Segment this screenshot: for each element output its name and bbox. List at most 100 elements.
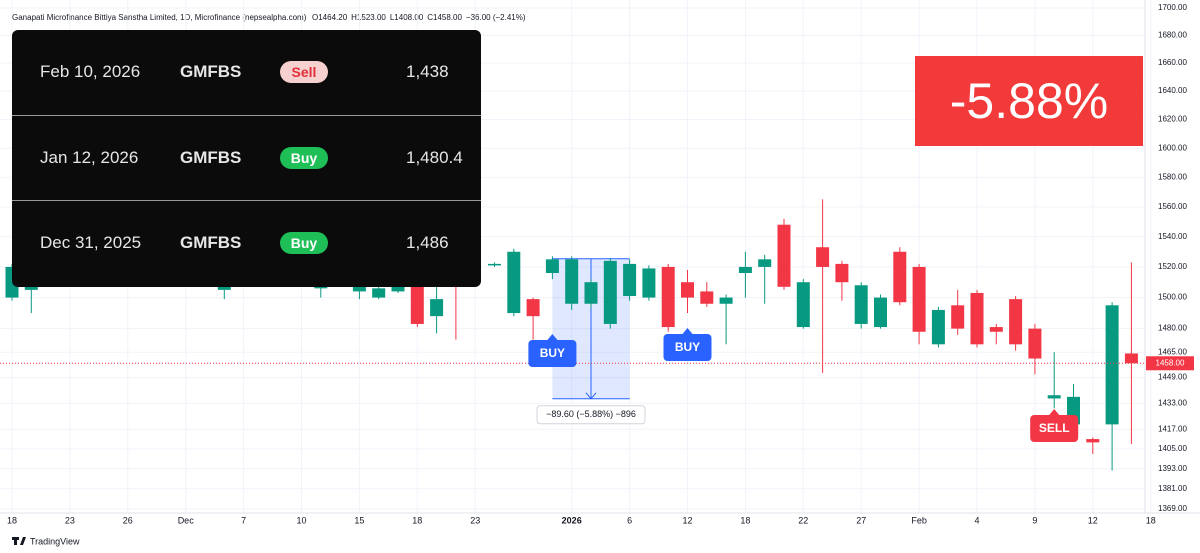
- brand-logo: [12, 537, 26, 545]
- candle-body: [642, 268, 656, 298]
- header-value: −36.00 (−2.41%): [466, 13, 526, 22]
- trade-row: Feb 10, 2026 GMFBS Sell 1,438: [12, 30, 481, 114]
- trade-price: 1,480.4: [406, 148, 463, 167]
- candle-body: [565, 259, 579, 304]
- y-tick-label: 1560.00: [1158, 202, 1187, 211]
- y-tick-label: 1660.00: [1158, 58, 1187, 67]
- trade-row: Jan 12, 2026 GMFBS Buy 1,480.4: [12, 115, 481, 200]
- x-tick-label: 7: [241, 515, 246, 525]
- candle-body: [989, 327, 1003, 332]
- marker-label: BUY: [540, 346, 565, 360]
- candle-body: [1086, 439, 1100, 443]
- y-tick-label: 1540.00: [1158, 232, 1187, 241]
- header-value: L1408.00: [390, 13, 424, 22]
- last-price-box: [1146, 356, 1194, 371]
- candle-body: [874, 297, 887, 328]
- candle-body: [1124, 353, 1138, 364]
- candle-body: [1009, 299, 1023, 345]
- candle-body: [623, 263, 637, 297]
- x-tick-label: Feb: [911, 515, 927, 525]
- x-tick-label: 2026: [562, 515, 582, 525]
- x-tick-label: 18: [1146, 515, 1156, 525]
- candle-body: [1105, 305, 1119, 425]
- marker-flag: [663, 328, 712, 361]
- candle-body: [584, 282, 598, 304]
- candle-body: [854, 285, 868, 324]
- candle-body: [758, 259, 772, 267]
- x-tick-label: 18: [740, 515, 750, 525]
- marker-label: BUY: [675, 340, 700, 354]
- trade-date: Feb 10, 2026: [40, 62, 141, 81]
- x-tick-label: 12: [682, 515, 692, 525]
- candle-body: [603, 260, 617, 324]
- candle-body: [391, 286, 405, 292]
- last-price-label: 1458.00: [1156, 358, 1185, 367]
- trades-table: Feb 10, 2026 GMFBS Sell 1,438 Jan 12, 2026 GM…: [12, 30, 481, 287]
- candle-body: [526, 299, 540, 317]
- header-value: H1523.00: [351, 13, 386, 22]
- y-tick-label: 1700.00: [1158, 3, 1187, 12]
- trade-date: Jan 12, 2026: [40, 148, 139, 167]
- trade-price: 1,438: [406, 62, 449, 81]
- candle-body: [912, 266, 926, 332]
- candle-body: [681, 282, 694, 298]
- y-tick-label: 1520.00: [1158, 262, 1187, 271]
- candle-body: [700, 291, 714, 304]
- candle-body: [1047, 395, 1061, 399]
- measure-label: −89.60 (−5.88%) −896: [546, 409, 636, 419]
- x-tick-label: 22: [798, 515, 808, 525]
- candle-body: [507, 251, 521, 314]
- candle-body: [545, 259, 559, 274]
- candle-body: [835, 263, 849, 283]
- y-tick-label: 1465.00: [1158, 347, 1187, 356]
- y-tick-label: 1620.00: [1158, 115, 1187, 124]
- trade-side: Buy: [280, 232, 328, 254]
- candle-body: [1028, 328, 1042, 359]
- x-tick-label: 23: [470, 515, 480, 525]
- candle-body: [970, 292, 984, 345]
- candle-body: [661, 266, 675, 328]
- candle-body: [796, 282, 810, 328]
- header-value: C1458.00: [427, 13, 462, 22]
- brand: TradingView: [30, 536, 80, 546]
- trade-side: Buy: [280, 147, 328, 169]
- y-tick-label: 1600.00: [1158, 143, 1187, 152]
- y-tick-label: 1580.00: [1158, 172, 1187, 181]
- y-tick-label: 1405.00: [1158, 444, 1187, 453]
- candle-body: [410, 286, 424, 324]
- trade-date: Dec 31, 2025: [40, 233, 142, 252]
- y-tick-label: 1449.00: [1158, 373, 1187, 382]
- candle-body: [816, 247, 830, 267]
- x-tick-label: 6: [627, 515, 632, 525]
- candle-body: [372, 288, 386, 298]
- trade-row: Dec 31, 2025 GMFBS Buy 1,486: [12, 200, 481, 285]
- trade-side: Sell: [280, 61, 328, 83]
- x-tick-label: 26: [123, 515, 133, 525]
- x-tick-label: 18: [7, 515, 17, 525]
- change-badge: -5.88%: [915, 56, 1143, 146]
- y-tick-label: 1640.00: [1158, 86, 1187, 95]
- x-tick-label: 15: [354, 515, 364, 525]
- trade-price: 1,486: [406, 233, 449, 252]
- x-tick-label: 10: [296, 515, 306, 525]
- y-tick-label: 1500.00: [1158, 293, 1187, 302]
- trade-symbol: GMFBS: [180, 233, 242, 252]
- x-tick-label: 4: [974, 515, 979, 525]
- candle-body: [430, 299, 444, 317]
- candle-body: [931, 309, 945, 345]
- candle-body: [951, 305, 965, 329]
- measure-label-box: [536, 405, 646, 425]
- candle-body: [24, 285, 38, 290]
- candle-body: [719, 297, 733, 304]
- candle-body: [738, 266, 752, 274]
- y-tick-label: 1393.00: [1158, 464, 1187, 473]
- x-tick-label: 12: [1088, 515, 1098, 525]
- candle-body: [777, 224, 791, 287]
- candle-body: [217, 285, 231, 290]
- y-tick-label: 1417.00: [1158, 424, 1187, 433]
- trade-symbol: GMFBS: [180, 62, 242, 81]
- y-tick-label: 1369.00: [1158, 504, 1187, 513]
- x-tick-label: 23: [65, 515, 75, 525]
